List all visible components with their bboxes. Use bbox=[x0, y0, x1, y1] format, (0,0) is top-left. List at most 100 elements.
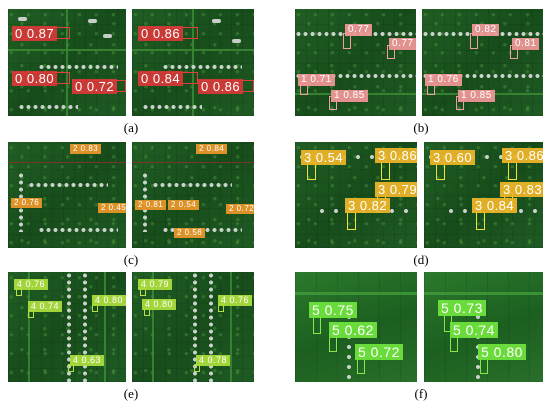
detection-score: 2 0.81 bbox=[135, 200, 167, 210]
detection-label: 1 0.71 bbox=[298, 74, 335, 86]
detection-score: 4 0.63 bbox=[70, 355, 105, 366]
detection-score: 2 0.45 bbox=[98, 203, 126, 213]
pcb-trace bbox=[104, 272, 106, 382]
detection-label: 0.77 bbox=[389, 38, 416, 50]
detection-label: 3 0.54 bbox=[301, 150, 347, 165]
detection-score: 2 0.84 bbox=[196, 144, 228, 154]
detection-score: 5 0.74 bbox=[450, 322, 498, 338]
detection-label: 3 0.86 bbox=[375, 148, 417, 163]
detection-score: 3 0.83 bbox=[500, 182, 543, 197]
caption-c: (c) bbox=[123, 252, 139, 267]
pcb-pins bbox=[162, 64, 242, 70]
detection-score: 3 0.86 bbox=[502, 148, 543, 163]
detection-score: 1 0.71 bbox=[298, 74, 335, 86]
pcb-pins bbox=[295, 152, 417, 162]
pcb-pins bbox=[38, 227, 118, 233]
pcb-pins bbox=[208, 272, 214, 382]
pcb-trace bbox=[424, 292, 543, 295]
detection-score: 1 0.85 bbox=[458, 90, 495, 102]
detection-score: 5 0.72 bbox=[355, 344, 403, 360]
detection-label: 1 0.85 bbox=[458, 90, 495, 102]
detection-score: 1 0.85 bbox=[331, 90, 368, 102]
detection-label: 0.77 bbox=[345, 24, 373, 36]
detection-score: 4 0.74 bbox=[28, 301, 63, 312]
detection-score: 0 0.86 bbox=[138, 26, 184, 41]
detection-score: 3 0.86 bbox=[375, 148, 417, 163]
pcb-pad bbox=[212, 19, 221, 23]
detection-box bbox=[476, 212, 485, 230]
detection-score: 0 0.84 bbox=[138, 71, 184, 86]
caption-d: (d) bbox=[413, 252, 429, 267]
pcb-pins bbox=[152, 182, 232, 188]
detection-box bbox=[347, 212, 356, 230]
pcb-image-c-left: 2 0.83 2 0.76 2 0.45 bbox=[8, 142, 126, 248]
detection-label: 0 0.86 bbox=[138, 26, 184, 41]
detection-score: 4 0.76 bbox=[14, 279, 49, 290]
detection-label: 0 0.80 bbox=[12, 71, 58, 86]
detection-score: 5 0.75 bbox=[309, 302, 357, 318]
detection-score: 4 0.76 bbox=[218, 295, 253, 306]
detection-label: 4 0.74 bbox=[28, 301, 63, 312]
detection-score: 0.82 bbox=[472, 24, 500, 36]
caption-b: (b) bbox=[413, 120, 429, 135]
pcb-pins bbox=[142, 104, 202, 110]
pcb-pad bbox=[88, 19, 97, 23]
pcb-pins bbox=[424, 152, 543, 162]
detection-score: 2 0.54 bbox=[168, 200, 200, 210]
detection-score: 2 0.56 bbox=[174, 228, 206, 238]
detection-label: 5 0.72 bbox=[355, 344, 403, 360]
pcb-pins bbox=[422, 73, 543, 79]
pcb-trace bbox=[192, 9, 194, 116]
detection-score: 5 0.62 bbox=[329, 322, 377, 338]
detection-label: 0.82 bbox=[472, 24, 500, 36]
pcb-pins bbox=[82, 272, 88, 382]
detection-score: 3 0.79 bbox=[375, 182, 417, 197]
pcb-trace bbox=[152, 272, 154, 382]
detection-label: 5 0.62 bbox=[329, 322, 377, 338]
pcb-image-a-left: 0 0.87 0 0.80 0 0.72 bbox=[8, 9, 126, 116]
detection-score: 3 0.82 bbox=[345, 198, 391, 213]
pcb-pins bbox=[18, 104, 78, 110]
pcb-image-b-right: 0.82 0.81 1 0.76 1 0.85 bbox=[422, 9, 543, 116]
pcb-trace bbox=[28, 272, 30, 382]
pcb-image-f-left: 5 0.75 5 0.62 5 0.72 bbox=[295, 272, 417, 382]
detection-score: 4 0.80 bbox=[142, 299, 177, 310]
detection-score: 3 0.84 bbox=[472, 198, 518, 213]
detection-score: 5 0.73 bbox=[438, 300, 486, 316]
detection-score: 0.77 bbox=[345, 24, 373, 36]
caption-e: (e) bbox=[123, 386, 139, 401]
pcb-pins bbox=[295, 73, 416, 79]
detection-label: 2 0.84 bbox=[196, 144, 228, 154]
detection-score: 3 0.54 bbox=[301, 150, 347, 165]
detection-score: 2 0.76 bbox=[11, 198, 43, 208]
pcb-trace bbox=[66, 9, 68, 116]
detection-score: 3 0.60 bbox=[430, 150, 476, 165]
detection-score: 1 0.76 bbox=[425, 74, 462, 86]
detection-label: 0 0.84 bbox=[138, 71, 184, 86]
pcb-pad bbox=[232, 39, 241, 43]
pcb-trace bbox=[295, 292, 417, 295]
detection-label: 2 0.81 bbox=[135, 200, 167, 210]
detection-score: 2 0.83 bbox=[70, 144, 102, 154]
detection-box bbox=[381, 162, 390, 180]
detection-label: 2 0.56 bbox=[174, 228, 206, 238]
detection-label: 2 0.45 bbox=[98, 203, 126, 213]
pcb-pins bbox=[345, 312, 353, 382]
detection-label: 5 0.75 bbox=[309, 302, 357, 318]
pcb-image-c-right: 2 0.84 2 0.81 2 0.54 2 0.72 2 0.56 bbox=[132, 142, 254, 248]
detection-label: 5 0.74 bbox=[450, 322, 498, 338]
detection-label: 5 0.73 bbox=[438, 300, 486, 316]
detection-score: 0 0.86 bbox=[198, 79, 244, 94]
detection-label: 0 0.86 bbox=[198, 79, 244, 94]
detection-label: 4 0.76 bbox=[14, 279, 49, 290]
detection-label: 0 0.87 bbox=[12, 26, 58, 41]
caption-a: (a) bbox=[123, 120, 139, 135]
detection-label: 1 0.76 bbox=[425, 74, 462, 86]
detection-score: 0 0.87 bbox=[12, 26, 58, 41]
detection-score: 0 0.80 bbox=[12, 71, 58, 86]
pcb-image-e-right: 4 0.79 4 0.80 4 0.76 4 0.78 bbox=[132, 272, 254, 382]
pcb-pad bbox=[103, 34, 112, 38]
detection-score: 0 0.72 bbox=[72, 79, 118, 94]
pcb-pins bbox=[38, 64, 118, 70]
detection-label: 3 0.84 bbox=[472, 198, 518, 213]
